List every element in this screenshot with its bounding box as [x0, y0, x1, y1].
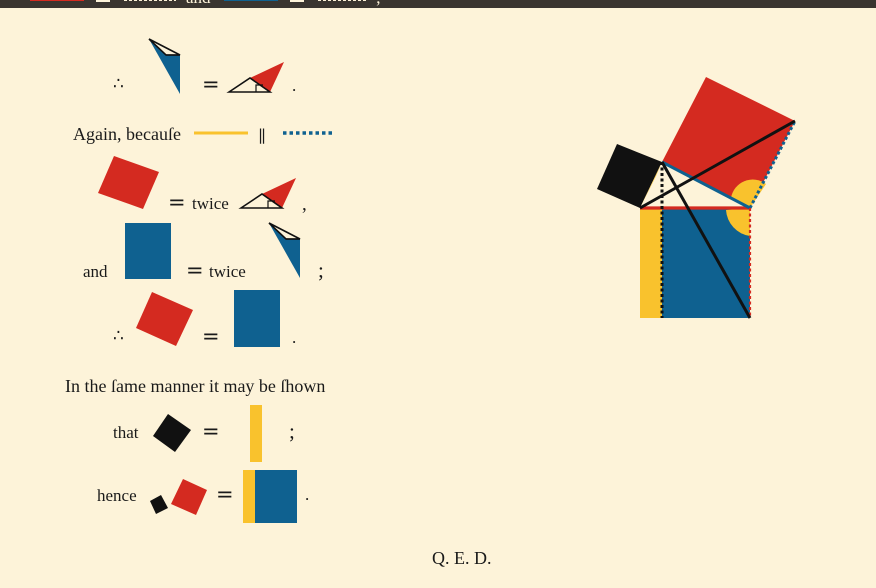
line3-comma: ,: [302, 194, 307, 215]
line3-right-angle-mark: [267, 200, 275, 208]
line4-semicolon: ;: [318, 258, 324, 282]
line8-red-square: [171, 479, 207, 515]
line5-equals-sign: =: [202, 324, 220, 348]
line3-red-square: [98, 156, 159, 209]
black-line-to-red-corner: [639, 119, 796, 210]
line8-blue-rectangle: [255, 470, 297, 523]
line1-blue-triangle-figure: [148, 38, 181, 94]
top-strip-glyphs: [30, 0, 368, 2]
line4-twice: twice: [209, 262, 246, 281]
line7-black-square: [153, 414, 191, 452]
line4-equals-sign: =: [186, 258, 204, 282]
qed-text: Q. E. D.: [432, 548, 492, 568]
line2-parallel-sign: ||: [258, 126, 266, 144]
leg-blue-line: [661, 160, 751, 210]
line1-right-angle-mark: [255, 84, 263, 92]
line5-blue-rectangle: [234, 290, 280, 347]
line1-therefore-symbol: ∴: [113, 74, 124, 94]
line1-period: .: [292, 76, 297, 95]
top-clipped-strip: and ;: [0, 0, 876, 8]
line8-small-black-square: [150, 495, 168, 514]
line7-that: that: [113, 423, 139, 442]
line4-blue-rectangle: [125, 223, 171, 279]
line1-equals-sign: =: [202, 72, 220, 96]
yellow-angle-mark-bottom: [726, 208, 750, 236]
black-line-to-blue-corner: [660, 161, 752, 319]
red-square-on-leg: [662, 77, 795, 208]
line6-text: In the ſame manner it may be ſhown: [65, 376, 326, 396]
top-semicolon-fragment: ;: [376, 0, 381, 8]
yellow-angle-mark-right: [731, 179, 766, 208]
top-equals-fragment: [96, 0, 110, 2]
line3-red-triangle-figure: [238, 178, 296, 209]
line5-period: .: [292, 328, 297, 347]
line7-equals-sign: =: [202, 419, 220, 443]
yellow-angle-mark-left: [640, 162, 662, 208]
line8-yellow-rectangle: [243, 470, 255, 523]
line5-therefore-symbol: ∴: [113, 326, 124, 346]
line3-equals-sign: =: [168, 190, 186, 214]
line1-red-triangle-figure: [226, 62, 284, 93]
line7-semicolon: ;: [289, 419, 295, 443]
line8-equals-sign: =: [216, 482, 234, 506]
line4-blue-triangle-figure: [268, 222, 301, 278]
line8-period: .: [305, 485, 310, 504]
line3-twice: twice: [192, 194, 229, 213]
line8-hence: hence: [97, 486, 137, 505]
line5-red-square: [136, 292, 193, 346]
line4-and: and: [83, 262, 108, 281]
yellow-rectangle-part: [640, 208, 662, 318]
top-and-fragment: and: [186, 0, 211, 8]
top-red-line: [30, 0, 84, 1]
line7-yellow-rectangle: [250, 405, 262, 462]
line2-text: Again, becauſe: [73, 124, 181, 144]
small-black-square-on-leg: [597, 144, 662, 208]
top-blue-line: [224, 0, 278, 1]
top-equals-fragment-2: [290, 0, 304, 2]
line3-red-triangle: [262, 178, 296, 208]
line1-red-triangle: [250, 62, 284, 92]
